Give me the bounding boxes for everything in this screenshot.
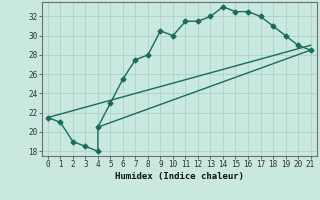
X-axis label: Humidex (Indice chaleur): Humidex (Indice chaleur) [115,172,244,181]
